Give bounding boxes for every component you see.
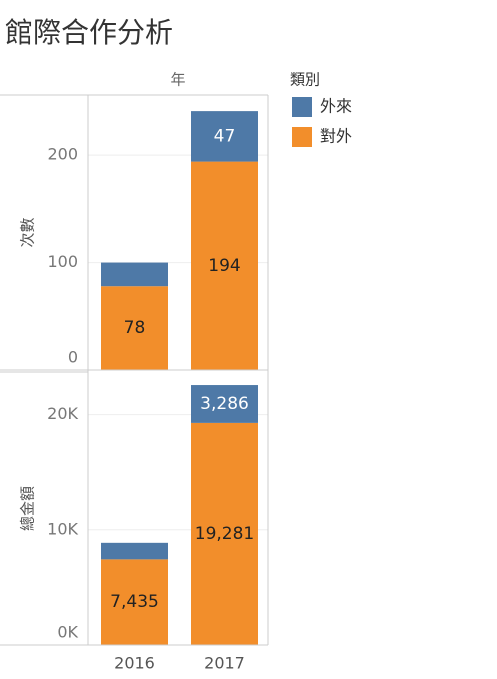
bar-segment xyxy=(191,422,258,645)
y-tick-label: 20K xyxy=(47,404,78,423)
x-tick-label: 2017 xyxy=(204,654,245,673)
bar-segment xyxy=(101,559,168,645)
y-axis-title: 次數 xyxy=(19,217,37,247)
bar-segment xyxy=(101,286,168,370)
y-tick-label: 10K xyxy=(47,519,78,538)
data-label: 7,435 xyxy=(110,592,159,612)
data-label: 194 xyxy=(208,256,240,276)
legend-swatch xyxy=(292,97,312,117)
y-tick-label: 0 xyxy=(68,348,78,367)
legend-title: 類別 xyxy=(290,71,320,89)
y-tick-label: 100 xyxy=(47,252,78,271)
x-tick-label: 2016 xyxy=(114,654,155,673)
legend-label: 對外 xyxy=(320,127,352,146)
chart-title: 館際合作分析 xyxy=(5,16,173,49)
legend-swatch xyxy=(292,127,312,147)
y-axis-title: 總金額 xyxy=(19,486,37,531)
bar-segment xyxy=(101,542,168,560)
legend-label: 外來 xyxy=(320,97,352,116)
bar-segment xyxy=(191,161,258,370)
data-label: 47 xyxy=(214,126,236,146)
data-label: 3,286 xyxy=(200,394,249,414)
bar-segment xyxy=(101,262,168,287)
y-tick-label: 0K xyxy=(57,623,78,642)
data-label: 19,281 xyxy=(195,524,254,544)
bar-segment xyxy=(191,111,258,162)
data-label: 78 xyxy=(124,318,146,338)
bar-segment xyxy=(191,385,258,423)
y-tick-label: 200 xyxy=(47,145,78,164)
x-axis-title: 年 xyxy=(170,71,185,89)
